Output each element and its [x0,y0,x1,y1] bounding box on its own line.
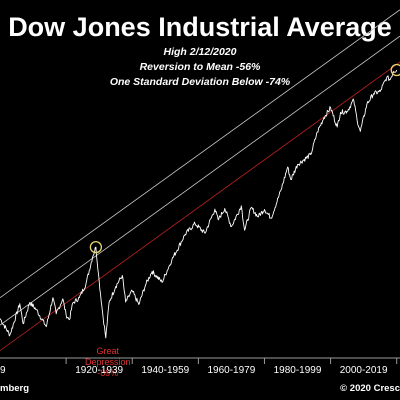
chart-title: Dow Jones Industrial Average [8,12,392,42]
highlight-circle-0 [89,240,103,254]
highlight-circle-1 [390,63,400,77]
x-tick-label-0: 9 [0,365,6,376]
trend-line-upper [0,9,400,299]
x-tick-label-5: 2000-2019 [340,365,388,376]
series-line-0 [0,69,398,339]
chart-subtitle-line-1: High 2/12/2020 [164,46,237,58]
x-tick-label-1: 1920-1939 [75,365,123,376]
footer-copyright: © 2020 Cresc [340,383,400,394]
annotation-0-line-0: Great [97,346,120,356]
chart-subtitle-line-3: One Standard Deviation Below -74% [110,76,291,88]
x-tick-label-2: 1940-1959 [141,365,189,376]
series-layer [0,69,398,339]
chart-subtitle-line-2: Reversion to Mean -56% [140,61,261,73]
footer-source: mberg [0,383,29,394]
x-tick-label-3: 1960-1979 [207,365,255,376]
trend-line-mean [0,35,400,326]
annotation-0-line-1: Depression [85,357,131,367]
annotation-0-line-2: -89% [97,368,118,378]
x-tick-label-4: 1980-1999 [274,365,322,376]
trend-lines [0,9,400,351]
x-axis-ticks: 9 1920-1939 1940-1959 1960-1979 1980-1999 200… [0,358,398,376]
trend-line-one-standard-deviation-below [0,61,400,351]
highlight-markers [89,63,400,254]
